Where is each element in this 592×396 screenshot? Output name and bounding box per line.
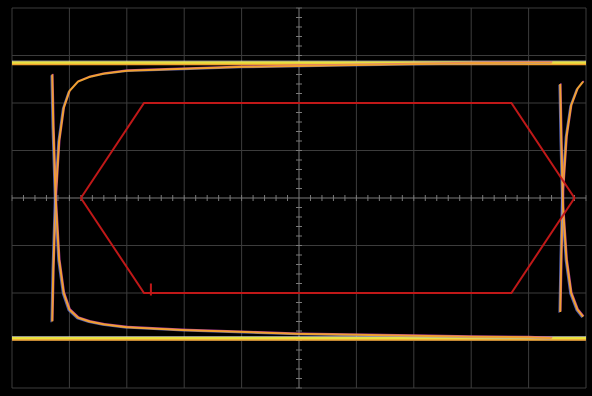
trace-line [559, 80, 584, 313]
series-rising-edge [50, 61, 553, 323]
trace-line [558, 84, 583, 318]
trace-layer [12, 60, 586, 341]
series-falling-edge [50, 73, 553, 340]
series-right-falling-edge [558, 83, 585, 318]
trace-line [51, 61, 552, 322]
trace-line [559, 83, 584, 318]
series-right-rising-edge [558, 80, 585, 313]
eye-mask-polygon [79, 102, 576, 294]
trace-line [51, 74, 552, 340]
mask-layer [79, 102, 576, 296]
